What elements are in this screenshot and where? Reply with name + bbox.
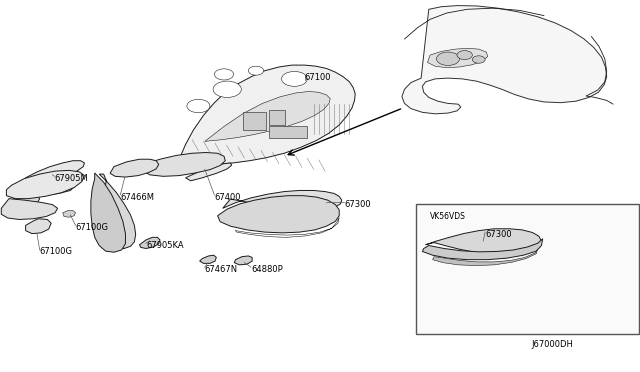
Text: 67100G: 67100G <box>76 223 109 232</box>
Polygon shape <box>110 159 159 177</box>
Polygon shape <box>234 256 252 265</box>
Polygon shape <box>1 199 58 219</box>
Polygon shape <box>140 237 160 248</box>
Bar <box>243 112 266 130</box>
Polygon shape <box>186 163 232 181</box>
Polygon shape <box>12 193 40 208</box>
Polygon shape <box>99 174 136 248</box>
Bar <box>416 204 639 334</box>
Text: VK56VDS: VK56VDS <box>430 212 466 221</box>
Text: 67300: 67300 <box>485 230 512 239</box>
Circle shape <box>457 51 472 60</box>
Polygon shape <box>218 196 339 233</box>
Circle shape <box>436 52 460 65</box>
Circle shape <box>187 99 210 113</box>
Text: 64880P: 64880P <box>251 265 283 274</box>
Circle shape <box>213 81 241 97</box>
Polygon shape <box>402 6 607 114</box>
Text: 67905KA: 67905KA <box>146 241 184 250</box>
Polygon shape <box>91 173 125 252</box>
Polygon shape <box>205 92 330 141</box>
Text: 67100G: 67100G <box>40 247 73 256</box>
Bar <box>269 110 285 125</box>
Polygon shape <box>428 48 488 68</box>
Polygon shape <box>178 65 355 168</box>
Polygon shape <box>143 153 225 176</box>
Polygon shape <box>223 190 342 210</box>
Polygon shape <box>433 249 538 266</box>
Polygon shape <box>422 239 543 260</box>
Polygon shape <box>200 255 216 263</box>
Polygon shape <box>6 170 84 199</box>
Text: 67905M: 67905M <box>54 174 88 183</box>
Circle shape <box>214 69 234 80</box>
Text: 67300: 67300 <box>344 200 371 209</box>
Text: J67000DH: J67000DH <box>532 340 573 349</box>
Circle shape <box>282 71 307 86</box>
Text: 67466M: 67466M <box>120 193 154 202</box>
Circle shape <box>472 56 485 63</box>
Text: 67400: 67400 <box>214 193 241 202</box>
Text: 67467N: 67467N <box>205 265 238 274</box>
Polygon shape <box>426 229 541 254</box>
Bar <box>269 126 307 138</box>
Circle shape <box>248 66 264 75</box>
Polygon shape <box>63 211 76 217</box>
Polygon shape <box>24 161 84 184</box>
Polygon shape <box>26 219 51 234</box>
Polygon shape <box>18 182 74 195</box>
Text: 67100: 67100 <box>305 73 331 81</box>
